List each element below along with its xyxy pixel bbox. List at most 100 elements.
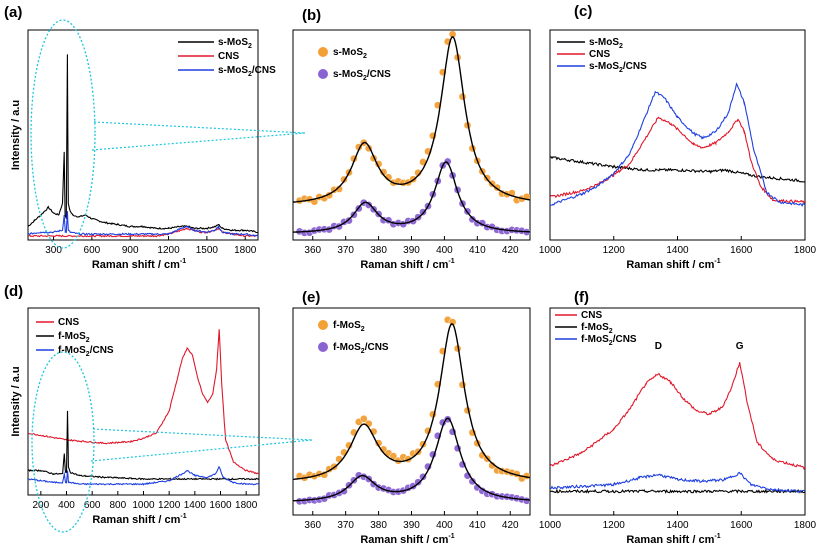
x-tick-label: 420 [502,245,519,256]
legend-label: CNS [218,51,239,62]
panel-d: (d)200 400 600 800 1000 1200 1400 1600 1800Raman… [4,283,260,526]
data-point-s-MoS2 [335,185,343,193]
legend-label: f-MoS2 [581,322,613,335]
legend-label: s-MoS2 [589,37,623,50]
x-tick-label: 420 [502,520,519,531]
legend-label: f-MoS2 [333,320,365,333]
x-tick-label: 410 [469,520,486,531]
y-axis-title: Intensity / a.u [10,100,22,170]
panel-label: (e) [302,289,320,306]
x-tick-label: 600 [84,500,101,511]
plot-area [550,362,805,494]
x-tick-label: 360 [304,520,321,531]
zoom-guide-line [90,439,313,462]
x-tick-label: 1200 [158,500,181,511]
legend-suffix: /CNS [90,345,114,356]
panel-label: (b) [302,7,321,24]
x-tick-label: 1600 [730,520,753,531]
legend-label: CNS [58,317,79,328]
zoom-ellipse [30,19,96,249]
series-line-CNS [550,362,805,471]
panel-label: (d) [4,283,23,300]
panel-label: (c) [574,3,592,20]
x-axis-title: Raman shift / cm-1 [92,513,186,526]
plot-frame [292,29,531,241]
data-point-f-MoS2 [359,414,368,423]
plot-area [28,329,259,487]
x-axis-title: Raman shift / cm-1 [360,533,454,546]
x-tick-label: 400 [436,245,453,256]
series-line-f-MoS2/CNS [550,471,805,494]
x-tick-label: 1800 [235,500,258,511]
fit-line-f-MoS2/CNS [293,417,530,502]
peak-annotation: D [655,341,662,352]
legend-sub: 2 [609,328,613,335]
series-line-f-MoS2/CNS [28,465,259,487]
x-tick-label: 1500 [196,245,219,256]
x-tick-label: 410 [469,245,486,256]
x-tick-label: 1200 [603,520,626,531]
plot-area [28,54,258,238]
x-tick-label: 360 [304,245,321,256]
plot-area [550,82,805,208]
panel-f: (f) 1000 1200 1400 1600 1800 Raman shift / cm-… [539,289,817,546]
data-point-f-MoS2/CNS [414,478,422,487]
x-axis-title: Raman shift / cm-1 [360,258,454,271]
panel-a: (a) 300 600 900 1200 1500 1800 Raman shift / cm… [4,4,276,271]
legend-sub: 2 [86,337,90,344]
x-axis-title-sup: -1 [180,258,186,265]
panel-label: (a) [4,4,22,21]
x-tick-label: 390 [403,520,420,531]
data-point-f-MoS2 [458,380,467,389]
legend-marker [318,47,328,57]
x-axis-title-sup: -1 [180,513,186,520]
x-tick-label: 300 [45,245,62,256]
x-tick-label: 1800 [794,520,817,531]
panel-b: (b) 360 370 380 390 400 410 420 Raman shift / cm… [292,7,531,271]
legend-suffix: /CNS [365,342,389,353]
legend-label: f-MoS2/CNS [333,342,389,355]
legend-suffix: /CNS [367,69,391,80]
x-tick-label: 1000 [539,245,562,256]
legend-label: f-MoS2/CNS [581,334,637,347]
legend-sub: 2 [248,43,252,50]
legend-sub: 2 [363,75,367,82]
peak-annotation: G [736,341,744,352]
legend-label: CNS [589,49,610,60]
x-tick-label: 1400 [184,500,207,511]
legend-marker [318,320,328,330]
x-tick-label: 1400 [666,245,689,256]
data-point-f-MoS2/CNS [468,477,477,486]
data-point-s-MoS2 [458,92,467,101]
x-tick-label: 400 [58,500,75,511]
series-line-f-MoS2 [28,410,259,481]
x-tick-label: 900 [122,245,139,256]
x-tick-label: 390 [403,245,420,256]
x-tick-label: 1800 [794,245,817,256]
x-tick-label: 1000 [539,520,562,531]
legend-suffix: /CNS [252,65,276,76]
legend-label: f-MoS2 [58,331,90,344]
x-tick-label: 1400 [666,520,689,531]
x-tick-label: 1600 [730,245,753,256]
legend-label: CNS [581,310,602,321]
legend-sub: 2 [248,71,252,78]
x-tick-label: 370 [337,245,354,256]
x-tick-label: 380 [370,520,387,531]
data-point-f-MoS2/CNS [443,415,452,424]
legend-label: s-MoS2 [218,37,252,50]
data-point-f-MoS2 [335,455,343,463]
legend-sub: 2 [361,326,365,333]
fit-line-f-MoS2 [293,322,530,481]
x-tick-label: 1200 [157,245,180,256]
plot-area [293,30,530,237]
y-axis-title: Intensity / a.u [10,366,22,436]
zoom-guide-line [91,132,306,151]
legend-sub: 2 [619,43,623,50]
panel-e: (e) 360 370 380 390 400 410 420 Raman shift / cm… [292,289,531,546]
legend-label: s-MoS2 [333,47,367,60]
x-tick-label: 400 [436,520,453,531]
x-tick-label: 800 [109,500,126,511]
data-point-s-MoS2 [448,30,457,39]
